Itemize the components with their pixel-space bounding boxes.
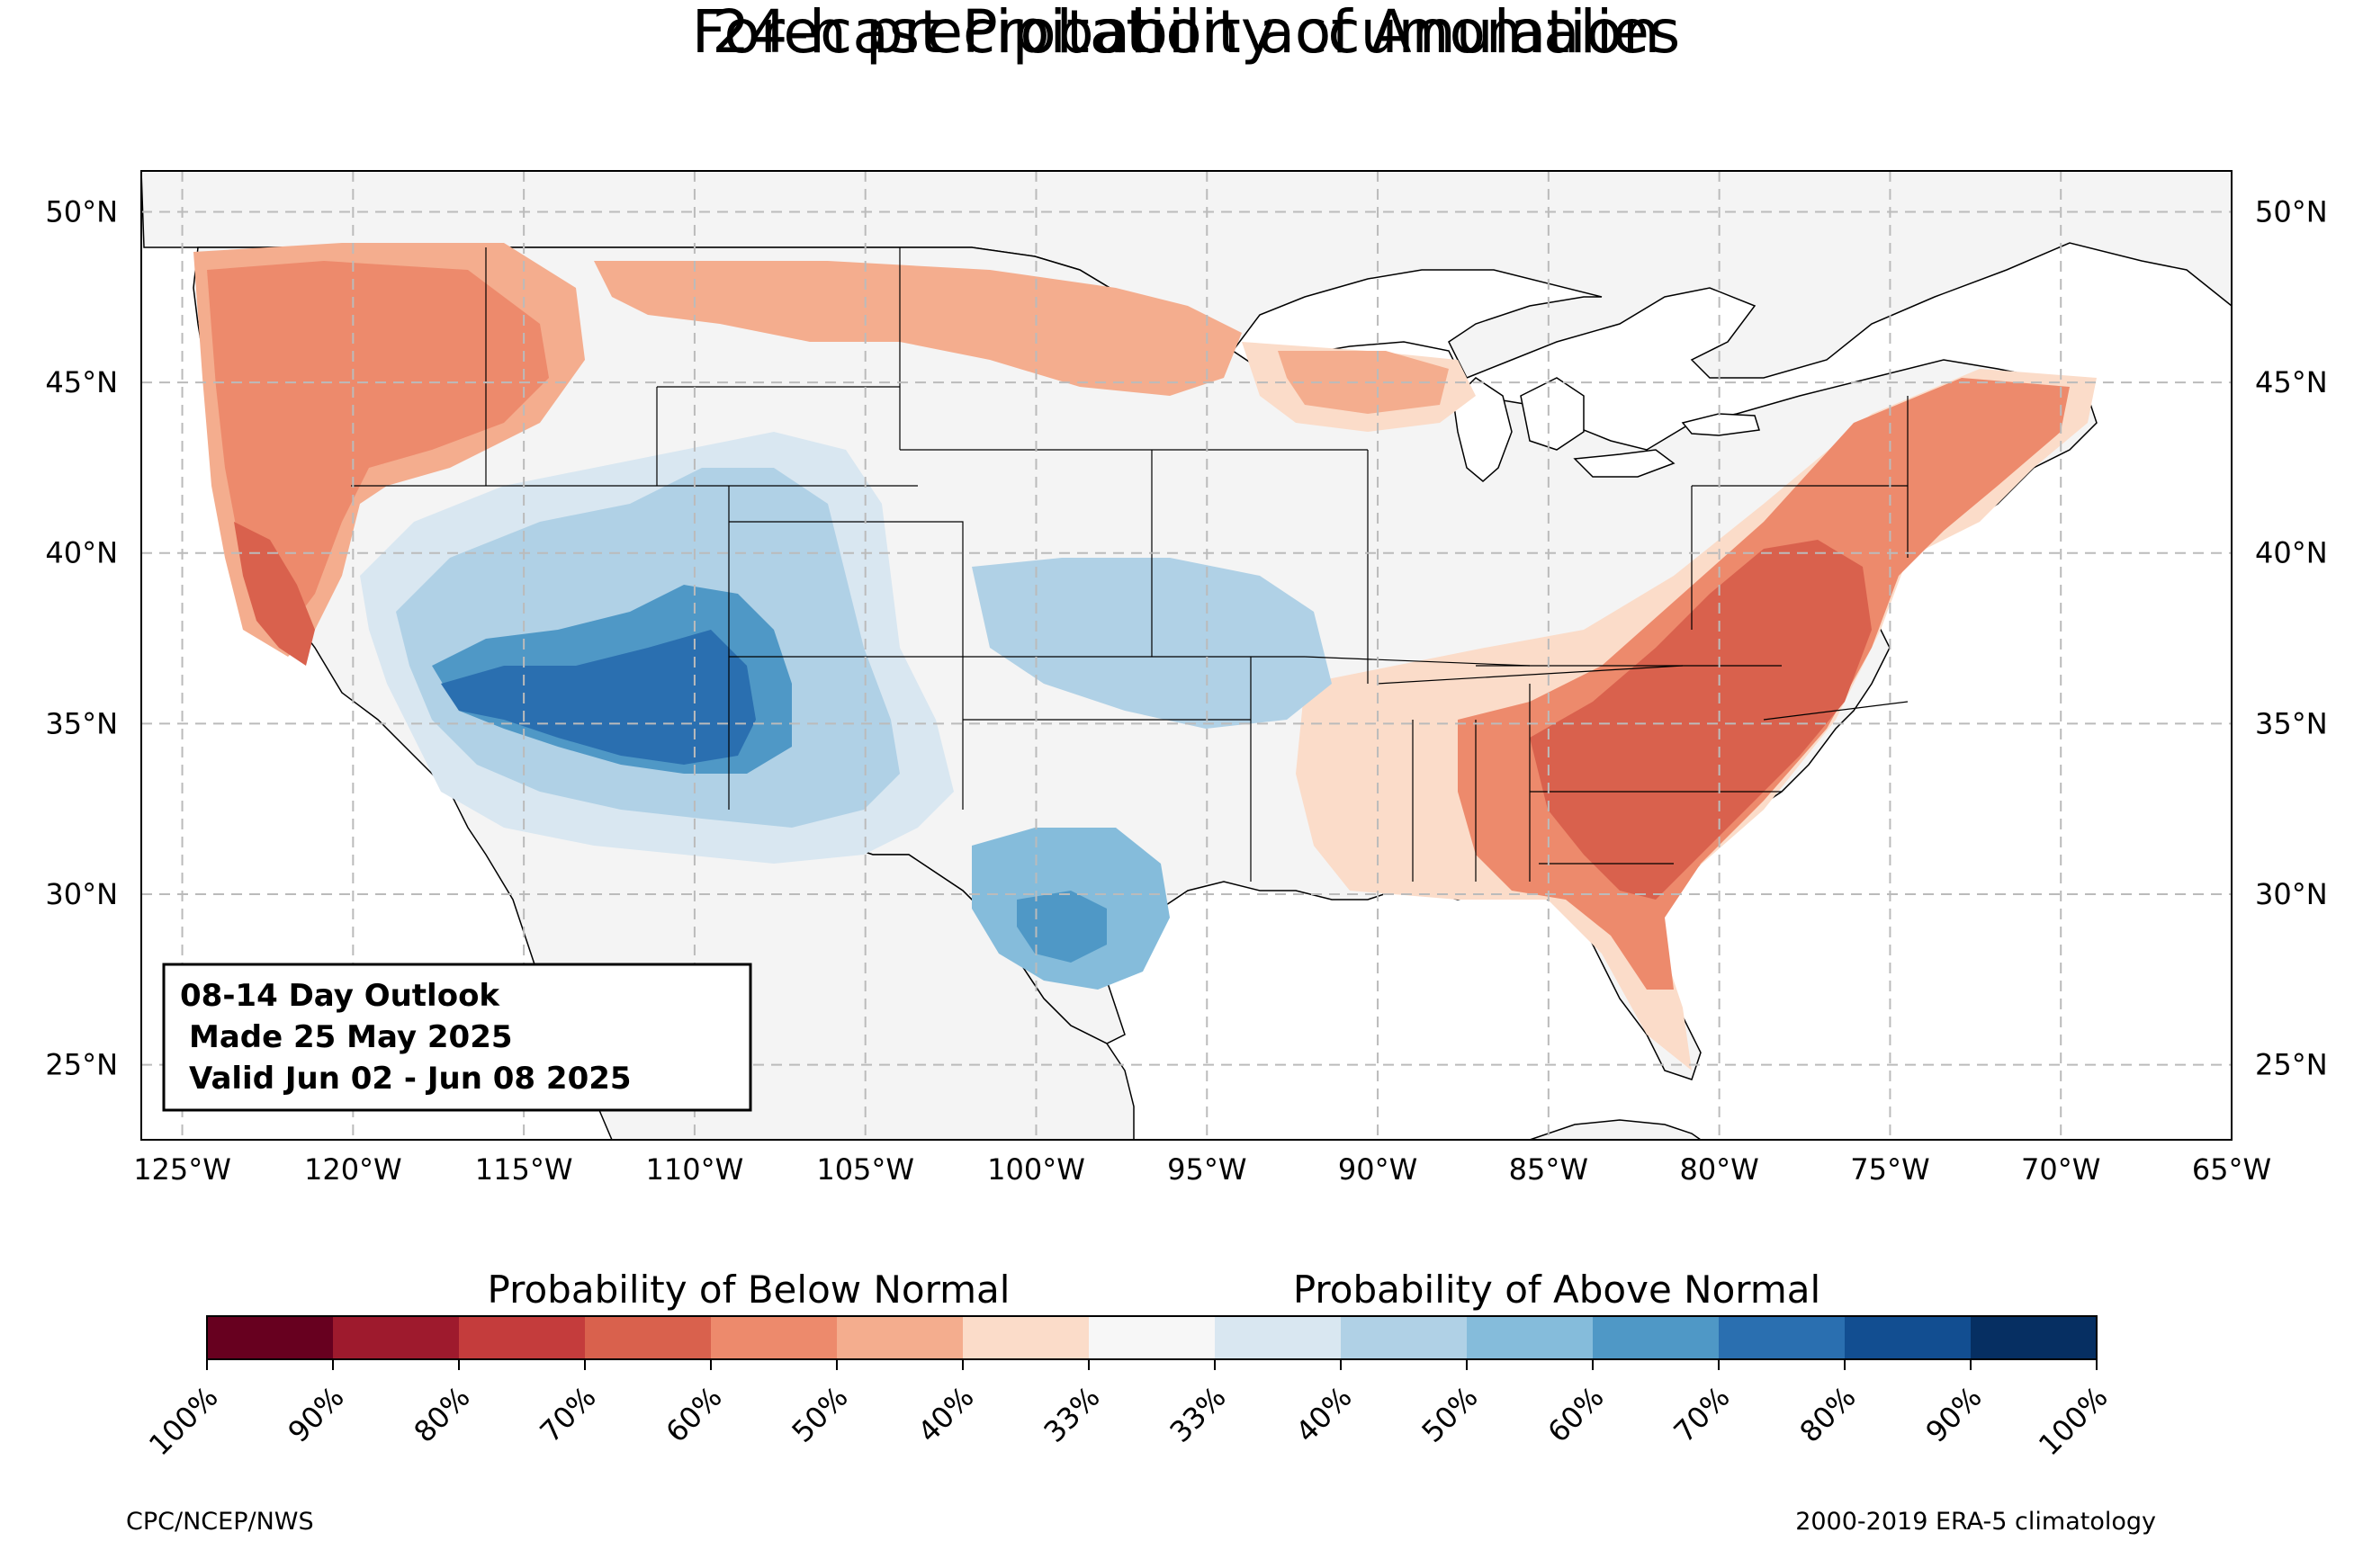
- southeast-below-70: [1530, 540, 1872, 900]
- colorbar-tick-label: 50%: [1415, 1380, 1484, 1449]
- lat-tick-label-right: 50°N: [2255, 195, 2328, 229]
- lon-tick-label: 125°W: [133, 1152, 231, 1187]
- lat-tick-label-right: 35°N: [2255, 706, 2328, 740]
- colorbar-tick-label: 33%: [1163, 1380, 1232, 1449]
- info-box-line-2: Made 25 May 2025: [189, 1019, 513, 1055]
- colorbar-tick-label: 100%: [142, 1380, 225, 1463]
- footer-climatology: 2000-2019 ERA-5 climatology: [1795, 1508, 2156, 1536]
- colorbar-segment: [1719, 1316, 1846, 1359]
- colorbar-segment: [1215, 1316, 1342, 1359]
- plot-frame: [140, 170, 2233, 1141]
- info-box-frame: [162, 963, 752, 1112]
- colorbar-segment: [1845, 1316, 1972, 1359]
- latitude-tick-labels-left: 25°N 30°N 35°N 40°N 45°N 50°N: [45, 195, 118, 1082]
- lon-tick-label: 70°W: [2021, 1152, 2100, 1187]
- colorbar-segment: [459, 1316, 586, 1359]
- lon-tick-label: 95°W: [1167, 1152, 1246, 1187]
- latitude-tick-labels-right: 25°N 30°N 35°N 40°N 45°N 50°N: [2255, 195, 2328, 1082]
- lat-tick-label-right: 45°N: [2255, 365, 2328, 399]
- lat-tick-label-right: 25°N: [2255, 1048, 2328, 1082]
- colorbar-segment: [1971, 1316, 2098, 1359]
- lat-tick-label-left: 35°N: [45, 706, 118, 740]
- lon-tick-label: 80°W: [1679, 1152, 1758, 1187]
- info-box-line-3: Valid Jun 02 - Jun 08 2025: [189, 1061, 632, 1097]
- lat-tick-label-left: 45°N: [45, 365, 118, 399]
- lat-tick-label-right: 40°N: [2255, 536, 2328, 570]
- colorbar-above-label: Probability of Above Normal: [1293, 1268, 1820, 1312]
- colorbar-tick-label: 60%: [659, 1380, 728, 1449]
- colorbar-segment: [1089, 1316, 1216, 1359]
- pacific-nw-below-core: [207, 261, 549, 630]
- outlook-info-box: 08-14 Day Outlook Made 25 May 2025 Valid…: [162, 963, 752, 1112]
- colorbar-segment: [333, 1316, 460, 1359]
- colorbar-tick-label: 70%: [1667, 1380, 1736, 1449]
- colorbar-segment: [585, 1316, 712, 1359]
- colorbar-tick-label: 90%: [281, 1380, 350, 1449]
- lat-tick-label-right: 30°N: [2255, 877, 2328, 911]
- lon-tick-label: 85°W: [1509, 1152, 1588, 1187]
- footer-credit: CPC/NCEP/NWS: [126, 1508, 314, 1536]
- colorbar-segments: [207, 1316, 2098, 1359]
- cuba-land: [1529, 1119, 1703, 1140]
- colorbar-tick-label: 90%: [1918, 1380, 1988, 1449]
- colorbar-segment: [837, 1316, 964, 1359]
- longitude-tick-labels: 125°W 120°W 115°W 110°W 105°W 100°W 95°W 90°W 85…: [133, 1152, 2271, 1187]
- colorbar-tick-label: 60%: [1541, 1380, 1610, 1449]
- colorbar-tick-label: 100%: [2032, 1380, 2115, 1463]
- title-line-2: 24-h precipitation accumulation: [712, 0, 1660, 67]
- colorbar-segment: [1467, 1316, 1594, 1359]
- lon-tick-label: 115°W: [475, 1152, 573, 1187]
- lon-tick-label: 75°W: [1850, 1152, 1929, 1187]
- colorbar: Probability of Below Normal Probability …: [142, 1268, 2115, 1462]
- colorbar-segment: [207, 1316, 334, 1359]
- lon-tick-label: 65°W: [2192, 1152, 2271, 1187]
- northern-plains-below: [594, 261, 1242, 396]
- california-below-70: [234, 522, 315, 666]
- colorbar-tick-label: 50%: [785, 1380, 854, 1449]
- colorbar-tick-label: 70%: [533, 1380, 602, 1449]
- info-box-line-1: 08-14 Day Outlook: [180, 978, 500, 1014]
- colorbar-tick-label: 40%: [911, 1380, 980, 1449]
- colorbar-tick-label: 80%: [407, 1380, 476, 1449]
- colorbar-tick-labels: 100% 90% 80% 70% 60% 50% 40% 33% 33% 40% 50% 60% 70%…: [142, 1380, 2115, 1463]
- lon-tick-label: 110°W: [646, 1152, 744, 1187]
- lon-tick-label: 120°W: [304, 1152, 402, 1187]
- colorbar-below-label: Probability of Below Normal: [488, 1268, 1011, 1312]
- lon-tick-label: 105°W: [816, 1152, 914, 1187]
- colorbar-segment: [1341, 1316, 1468, 1359]
- lat-tick-label-left: 50°N: [45, 195, 118, 229]
- lon-tick-label: 100°W: [987, 1152, 1085, 1187]
- above-normal-areas: [360, 432, 1332, 990]
- below-normal-areas: [193, 243, 2097, 1071]
- texas-above-70: [1017, 891, 1107, 963]
- colorbar-segment: [963, 1316, 1090, 1359]
- state-borders: [351, 247, 1909, 882]
- colorbar-tick-label: 40%: [1289, 1380, 1358, 1449]
- colorbar-tick-label: 80%: [1792, 1380, 1862, 1449]
- title-line-1: Forecast Probability of Anomalies: [691, 0, 1681, 67]
- southwest-above-80: [441, 630, 756, 765]
- colorbar-frame: [206, 1315, 2098, 1360]
- colorbar-tick-label: 33%: [1037, 1380, 1106, 1449]
- upper-midwest-below: [1278, 351, 1449, 414]
- lat-tick-label-left: 30°N: [45, 877, 118, 911]
- colorbar-segment: [711, 1316, 838, 1359]
- colorbar-segment: [1593, 1316, 1720, 1359]
- lon-tick-label: 90°W: [1338, 1152, 1417, 1187]
- lat-tick-label-left: 25°N: [45, 1048, 118, 1082]
- lat-tick-label-left: 40°N: [45, 536, 118, 570]
- colorbar-ticks: [206, 1359, 2098, 1370]
